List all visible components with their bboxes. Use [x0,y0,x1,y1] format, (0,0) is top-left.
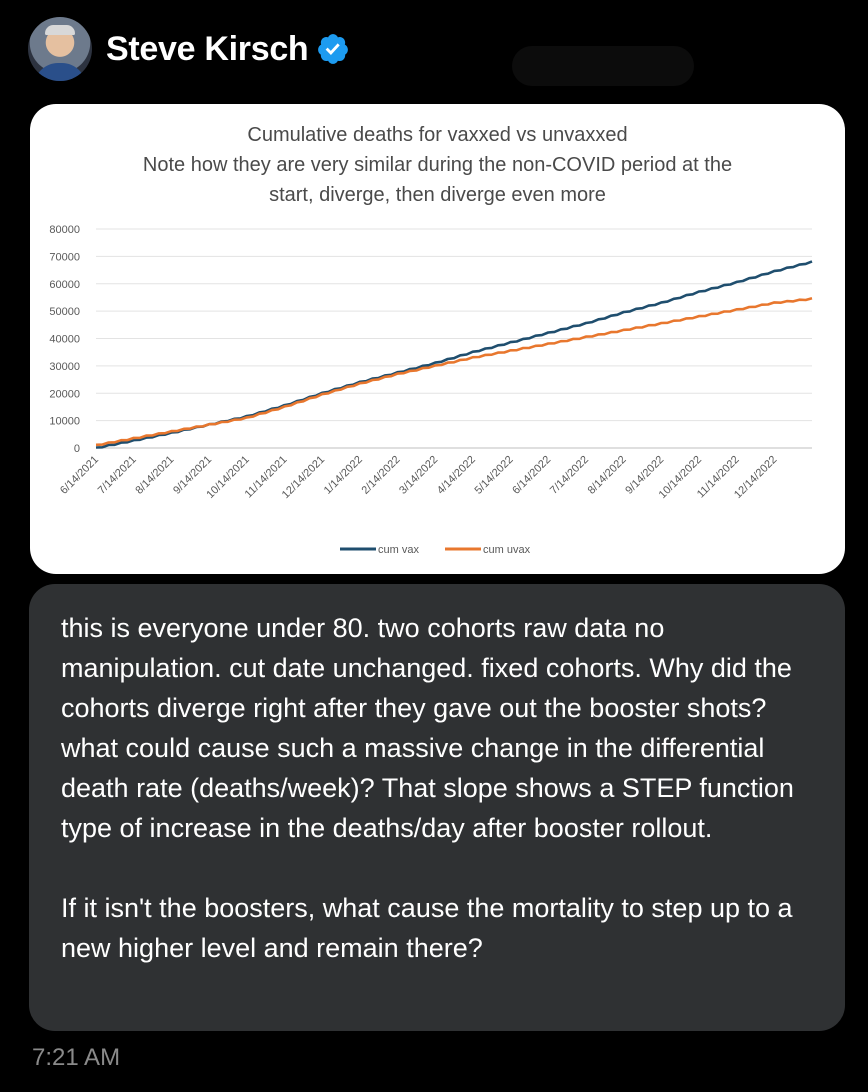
avatar[interactable] [28,17,92,81]
series-line-cum-vax [95,260,813,449]
message-text: this is everyone under 80. two cohorts r… [61,613,794,963]
x-tick-label: 7/14/2022 [548,454,591,497]
y-tick-label: 30000 [49,361,80,373]
y-tick-label: 40000 [49,334,80,346]
message-header: Steve Kirsch [28,16,350,82]
y-tick-label: 70000 [49,251,80,263]
x-tick-label: 6/14/2022 [510,454,553,497]
legend-label: cum uvax [483,544,531,556]
verified-badge-icon [318,34,349,64]
x-tick-label: 2/14/2022 [360,454,403,497]
x-tick-label: 6/14/2021 [58,454,101,497]
series-line-cum-uvax [95,297,813,447]
y-tick-label: 10000 [49,416,80,428]
x-tick-label: 8/14/2022 [586,454,629,497]
x-tick-label: 4/14/2022 [435,454,478,497]
y-tick-label: 80000 [49,224,80,236]
y-tick-label: 50000 [49,306,80,318]
y-tick-label: 0 [74,443,80,455]
x-tick-label: 1/14/2022 [322,454,365,497]
chart-title-line: Cumulative deaths for vaxxed vs unvaxxed [247,124,628,146]
line-chart: 0 10000 20000 30000 40000 50000 60000 70000 8000… [49,224,813,556]
y-tick-label: 60000 [49,279,80,291]
author-name[interactable]: Steve Kirsch [106,29,309,68]
x-tick-label: 7/14/2021 [96,454,139,497]
x-tick-label: 8/14/2021 [133,454,176,497]
x-tick-label: 5/14/2022 [473,454,516,497]
chart-title: Cumulative deaths for vaxxed vs unvaxxed… [30,120,845,210]
x-tick-label: 3/14/2022 [397,454,440,497]
redacted-blur [512,46,694,86]
legend-label: cum vax [378,544,419,556]
chart-title-line: start, diverge, then diverge even more [269,184,606,206]
message-timestamp: 7:21 AM [32,1044,121,1071]
chart-image[interactable]: Cumulative deaths for vaxxed vs unvaxxed… [30,104,845,574]
message-bubble[interactable]: this is everyone under 80. two cohorts r… [29,584,845,1031]
chart-title-line: Note how they are very similar during th… [142,154,733,176]
y-tick-label: 20000 [49,388,80,400]
